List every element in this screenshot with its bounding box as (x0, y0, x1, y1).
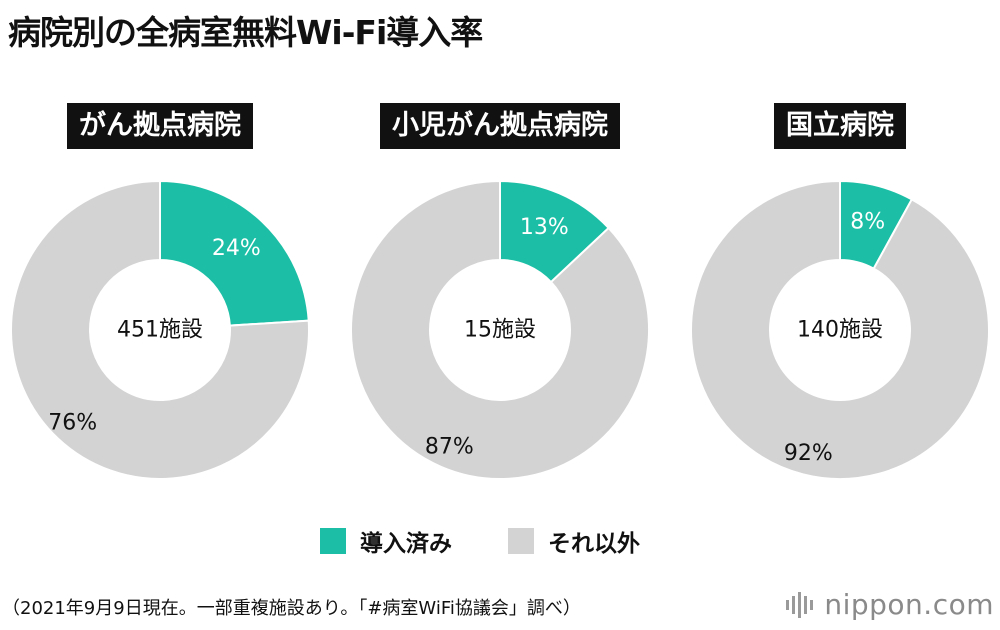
center-label-cancer-hospitals: 451施設 (117, 318, 203, 343)
panel-title-cancer-hospitals: がん拠点病院 (67, 103, 253, 149)
slice-label-national-hospitals-introduced: 8% (850, 210, 885, 235)
slice-cancer-hospitals-introduced (159, 179, 310, 327)
legend-label-other: それ以外 (548, 531, 640, 557)
legend-label-introduced: 導入済み (360, 531, 452, 557)
brand-mark-icon (786, 591, 816, 618)
slice-cancer-hospitals-other (10, 179, 310, 480)
center-label-national-hospitals: 140施設 (797, 318, 883, 343)
slice-label-national-hospitals-other: 92% (784, 441, 833, 466)
legend-item-introduced: 導入済み (320, 524, 452, 558)
slice-pediatric-cancer-hospitals-other (350, 179, 650, 480)
brand-suffix: .com (923, 588, 994, 621)
brand-logo[interactable]: nippon .com (786, 588, 994, 621)
legend-swatch-introduced (320, 528, 346, 554)
slice-label-pediatric-cancer-hospitals-introduced: 13% (520, 215, 569, 240)
slice-label-cancer-hospitals-other: 76% (48, 410, 97, 435)
slice-label-cancer-hospitals-introduced: 24% (212, 236, 261, 261)
legend: 導入済み それ以外 (320, 524, 696, 558)
source-note: （2021年9月9日現在。一部重複施設あり。「#病室WiFi協議会」調べ） (2, 598, 581, 619)
slice-national-hospitals-other (690, 179, 990, 480)
panel-title-national-hospitals: 国立病院 (774, 103, 906, 149)
brand-name: nippon (824, 588, 924, 621)
panel-title-pediatric-cancer-hospitals: 小児がん拠点病院 (380, 103, 620, 149)
center-label-pediatric-cancer-hospitals: 15施設 (464, 318, 536, 343)
chart-title: 病院別の全病室無料Wi-Fi導入率 (8, 13, 483, 52)
slice-label-pediatric-cancer-hospitals-other: 87% (425, 435, 474, 460)
legend-swatch-other (508, 528, 534, 554)
legend-item-other: それ以外 (508, 524, 640, 558)
